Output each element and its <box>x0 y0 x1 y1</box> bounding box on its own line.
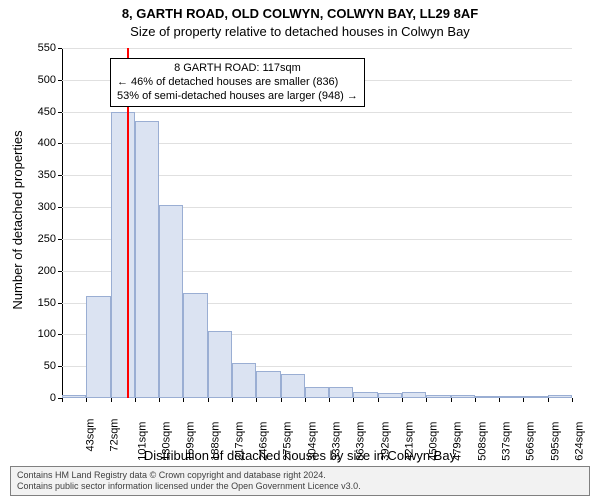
histogram-bar <box>281 374 305 398</box>
y-tick-mark <box>58 239 62 240</box>
x-tick-label: 72sqm <box>109 419 121 452</box>
x-tick-mark <box>378 398 379 402</box>
x-tick-mark <box>451 398 452 402</box>
grid-line <box>62 48 572 49</box>
x-tick-mark <box>353 398 354 402</box>
x-tick-mark <box>135 398 136 402</box>
histogram-bar <box>329 387 353 398</box>
y-tick-label: 550 <box>26 42 56 54</box>
histogram-bar <box>62 395 86 398</box>
y-tick-label: 100 <box>26 328 56 340</box>
x-tick-mark <box>499 398 500 402</box>
x-tick-mark <box>305 398 306 402</box>
histogram-bar <box>523 396 547 398</box>
x-tick-mark <box>208 398 209 402</box>
histogram-bar <box>135 121 159 398</box>
x-tick-mark <box>62 398 63 402</box>
annotation-line1: 8 GARTH ROAD: 117sqm <box>117 62 358 76</box>
footer-line2: Contains public sector information licen… <box>17 481 583 492</box>
x-tick-mark <box>86 398 87 402</box>
annotation-box: 8 GARTH ROAD: 117sqm ← 46% of detached h… <box>110 58 365 107</box>
y-tick-mark <box>58 48 62 49</box>
y-tick-label: 50 <box>26 360 56 372</box>
x-tick-mark <box>232 398 233 402</box>
y-tick-mark <box>58 366 62 367</box>
y-tick-mark <box>58 303 62 304</box>
histogram-bar <box>232 363 256 398</box>
footer-line1: Contains HM Land Registry data © Crown c… <box>17 470 583 481</box>
y-tick-label: 350 <box>26 169 56 181</box>
y-tick-label: 200 <box>26 265 56 277</box>
annotation-line2: ← 46% of detached houses are smaller (83… <box>117 76 358 90</box>
histogram-bar <box>256 371 280 398</box>
x-tick-mark <box>183 398 184 402</box>
x-tick-mark <box>111 398 112 402</box>
histogram-bar <box>305 387 329 398</box>
histogram-bar <box>499 396 523 398</box>
x-tick-mark <box>256 398 257 402</box>
histogram-bar <box>353 392 377 398</box>
histogram-bar <box>183 293 207 398</box>
y-tick-label: 150 <box>26 297 56 309</box>
y-axis-label: Number of detached properties <box>10 130 25 309</box>
chart-title-line1: 8, GARTH ROAD, OLD COLWYN, COLWYN BAY, L… <box>0 6 600 21</box>
y-tick-label: 0 <box>26 392 56 404</box>
histogram-bar <box>159 205 183 398</box>
x-tick-mark <box>548 398 549 402</box>
y-tick-label: 500 <box>26 74 56 86</box>
annotation-line3: 53% of semi-detached houses are larger (… <box>117 90 358 104</box>
x-tick-mark <box>402 398 403 402</box>
histogram-bar <box>475 396 499 398</box>
grid-line <box>62 112 572 113</box>
x-tick-mark <box>329 398 330 402</box>
y-tick-mark <box>58 175 62 176</box>
y-tick-label: 250 <box>26 233 56 245</box>
x-tick-mark <box>523 398 524 402</box>
histogram-bar <box>402 392 426 398</box>
chart-container: 8, GARTH ROAD, OLD COLWYN, COLWYN BAY, L… <box>0 0 600 500</box>
histogram-bar <box>451 395 475 398</box>
y-tick-mark <box>58 80 62 81</box>
y-tick-mark <box>58 334 62 335</box>
footer-attribution: Contains HM Land Registry data © Crown c… <box>10 466 590 496</box>
x-axis-label: Distribution of detached houses by size … <box>0 448 600 463</box>
histogram-bar <box>208 331 232 398</box>
y-tick-mark <box>58 207 62 208</box>
y-tick-label: 300 <box>26 201 56 213</box>
y-axis-line <box>62 48 63 398</box>
histogram-bar <box>111 112 135 398</box>
histogram-bar <box>86 296 110 398</box>
y-tick-label: 450 <box>26 106 56 118</box>
y-tick-mark <box>58 112 62 113</box>
x-tick-mark <box>475 398 476 402</box>
histogram-bar <box>548 395 572 398</box>
x-tick-mark <box>159 398 160 402</box>
x-tick-label: 43sqm <box>85 419 97 452</box>
histogram-bar <box>426 395 450 398</box>
y-tick-label: 400 <box>26 137 56 149</box>
x-tick-mark <box>281 398 282 402</box>
x-tick-mark <box>572 398 573 402</box>
histogram-bar <box>378 393 402 398</box>
y-tick-mark <box>58 143 62 144</box>
chart-title-line2: Size of property relative to detached ho… <box>0 24 600 39</box>
x-tick-mark <box>426 398 427 402</box>
y-tick-mark <box>58 271 62 272</box>
